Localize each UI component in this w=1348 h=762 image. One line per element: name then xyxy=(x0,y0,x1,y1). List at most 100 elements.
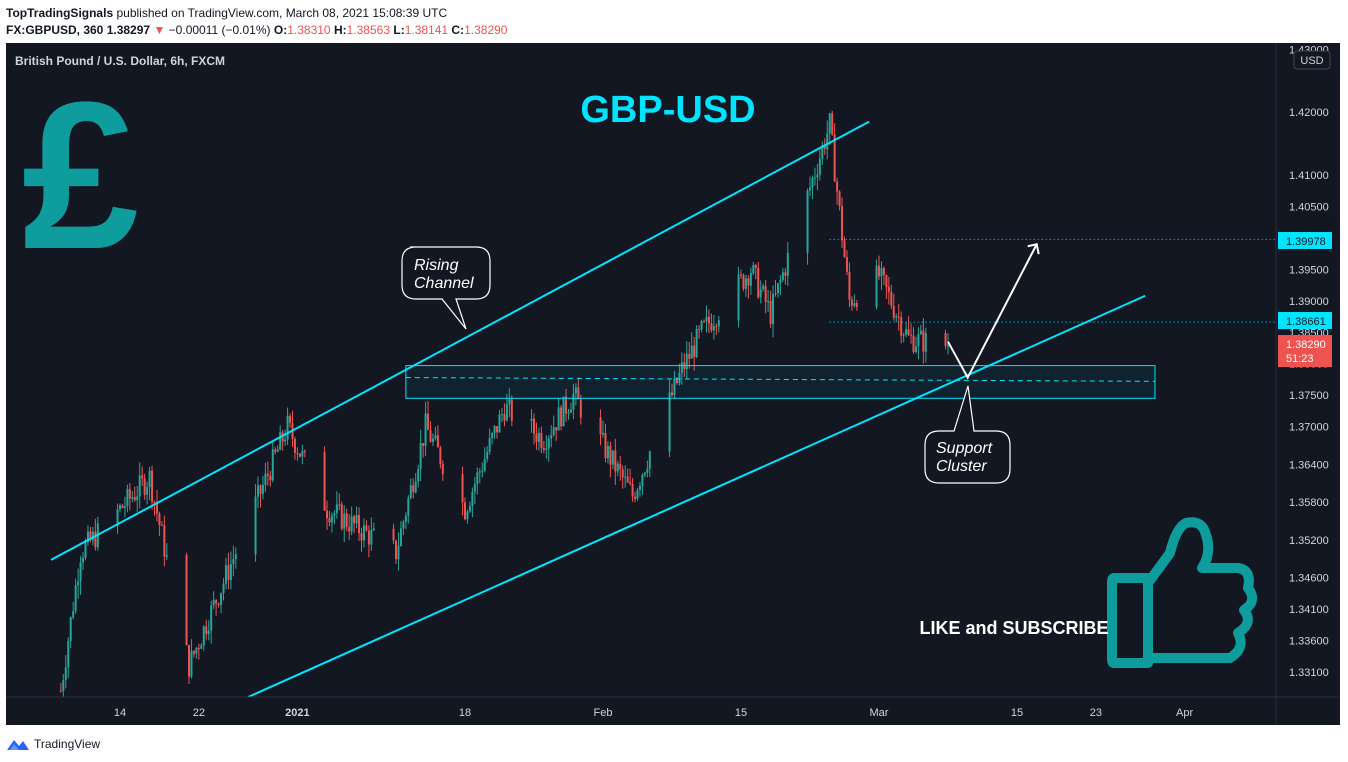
candle-body xyxy=(86,531,89,543)
candle-body xyxy=(264,473,267,485)
candle-body xyxy=(616,463,619,472)
chart-svg[interactable]: 1.33100 1.33600 1.34100 1.34600 1.35200 1.358… xyxy=(6,43,1340,725)
candle-body xyxy=(409,485,412,499)
change-arrow-icon: ▼ xyxy=(153,23,166,37)
channel-lower-line[interactable] xyxy=(247,294,1146,697)
candle-body xyxy=(215,600,218,604)
time-axis[interactable]: 14 22 2021 18 Feb 15 Mar 15 23 Apr xyxy=(114,707,1194,719)
candle-body xyxy=(165,555,168,557)
candle-body xyxy=(481,470,484,472)
candle-body xyxy=(74,585,77,612)
candle-body xyxy=(434,435,437,439)
candle-body xyxy=(471,491,474,506)
rising-channel-callout[interactable]: Rising Channel xyxy=(401,246,491,330)
candle-body xyxy=(121,505,124,508)
time-tick-label: Feb xyxy=(594,707,613,719)
candle-body xyxy=(641,474,644,486)
candle-body xyxy=(510,399,513,421)
price-tick-label: 1.39000 xyxy=(1289,296,1329,308)
time-tick-label: 23 xyxy=(1090,707,1102,719)
candle-body xyxy=(917,334,920,347)
candle-body xyxy=(143,478,146,495)
candle-body xyxy=(895,316,898,318)
support-cluster-callout[interactable]: Support Cluster xyxy=(924,385,1011,484)
candle-body xyxy=(296,452,299,454)
candle-body xyxy=(882,268,885,276)
candle-body xyxy=(890,291,893,306)
projection-path[interactable] xyxy=(947,243,1038,380)
level-mid-label: 1.38661 xyxy=(1286,316,1326,328)
candle-body xyxy=(163,525,166,557)
support-zone-rect[interactable] xyxy=(405,365,1156,399)
candle-body xyxy=(365,525,368,531)
candle-body xyxy=(912,335,915,352)
candle-body xyxy=(813,177,816,179)
candle-body xyxy=(119,505,121,510)
candle-body xyxy=(885,275,888,287)
candle-body xyxy=(397,545,400,560)
candle-body xyxy=(148,470,151,488)
candle-body xyxy=(146,487,149,495)
currency-button[interactable] xyxy=(1293,50,1331,70)
candle-body xyxy=(220,593,223,605)
candle-body xyxy=(764,285,767,303)
candle-body xyxy=(392,528,395,541)
tradingview-logo-icon[interactable] xyxy=(6,737,30,751)
candle-body xyxy=(614,450,617,472)
candle-body xyxy=(621,469,624,478)
candle-body xyxy=(579,399,582,418)
candle-body xyxy=(269,475,272,481)
author-name[interactable]: TopTradingSignals xyxy=(6,6,114,20)
candle-body xyxy=(441,463,444,475)
candle-body xyxy=(350,516,353,532)
time-tick-label: 14 xyxy=(114,707,126,719)
candle-body xyxy=(500,414,503,416)
candle-body xyxy=(540,432,543,448)
candle-body xyxy=(816,174,819,178)
time-tick-label: Apr xyxy=(1176,707,1193,719)
symbol-label: FX:GBPUSD, 360 xyxy=(6,23,104,37)
candle-body xyxy=(486,451,489,460)
candle-body xyxy=(399,528,402,546)
candle-body xyxy=(82,557,85,563)
candle-body xyxy=(897,316,900,318)
candle-body xyxy=(767,300,770,303)
candle-body xyxy=(461,474,464,503)
candle-body xyxy=(537,432,540,442)
candle-body xyxy=(924,333,927,352)
candle-body xyxy=(850,299,853,306)
candle-body xyxy=(224,565,227,584)
candle-body xyxy=(636,489,639,499)
candle-body xyxy=(922,330,925,352)
candle-body xyxy=(646,468,649,473)
close-label: C: xyxy=(451,23,465,37)
candle-body xyxy=(892,305,895,318)
candle-body xyxy=(611,450,614,465)
candles-group xyxy=(59,110,949,697)
support-dashed-line[interactable] xyxy=(405,377,1156,382)
candle-body xyxy=(464,502,466,520)
candle-body xyxy=(562,396,565,427)
time-tick-label: 2021 xyxy=(285,707,309,719)
candle-body xyxy=(574,387,577,394)
candle-body xyxy=(671,392,673,396)
footer-brand[interactable]: TradingView xyxy=(34,737,101,751)
candle-body xyxy=(77,581,80,586)
candle-body xyxy=(345,513,348,527)
bar-countdown: 51:23 xyxy=(1286,353,1314,365)
price-axis[interactable]: 1.33100 1.33600 1.34100 1.34600 1.35200 1.358… xyxy=(1289,44,1329,679)
candle-body xyxy=(705,316,708,322)
publish-info: TopTradingSignals published on TradingVi… xyxy=(6,6,447,20)
candle-body xyxy=(737,274,740,321)
chart-area[interactable]: 1.33100 1.33600 1.34100 1.34600 1.35200 1.358… xyxy=(6,43,1340,725)
candle-body xyxy=(843,240,846,258)
price-tick-label: 1.37500 xyxy=(1289,390,1329,402)
candle-body xyxy=(333,513,336,516)
candle-body xyxy=(190,650,193,677)
candle-body xyxy=(395,540,397,560)
candle-body xyxy=(572,393,575,410)
candle-body xyxy=(880,268,883,277)
candle-body xyxy=(602,433,604,435)
channel-upper-line[interactable] xyxy=(50,120,870,561)
candle-body xyxy=(569,409,572,413)
